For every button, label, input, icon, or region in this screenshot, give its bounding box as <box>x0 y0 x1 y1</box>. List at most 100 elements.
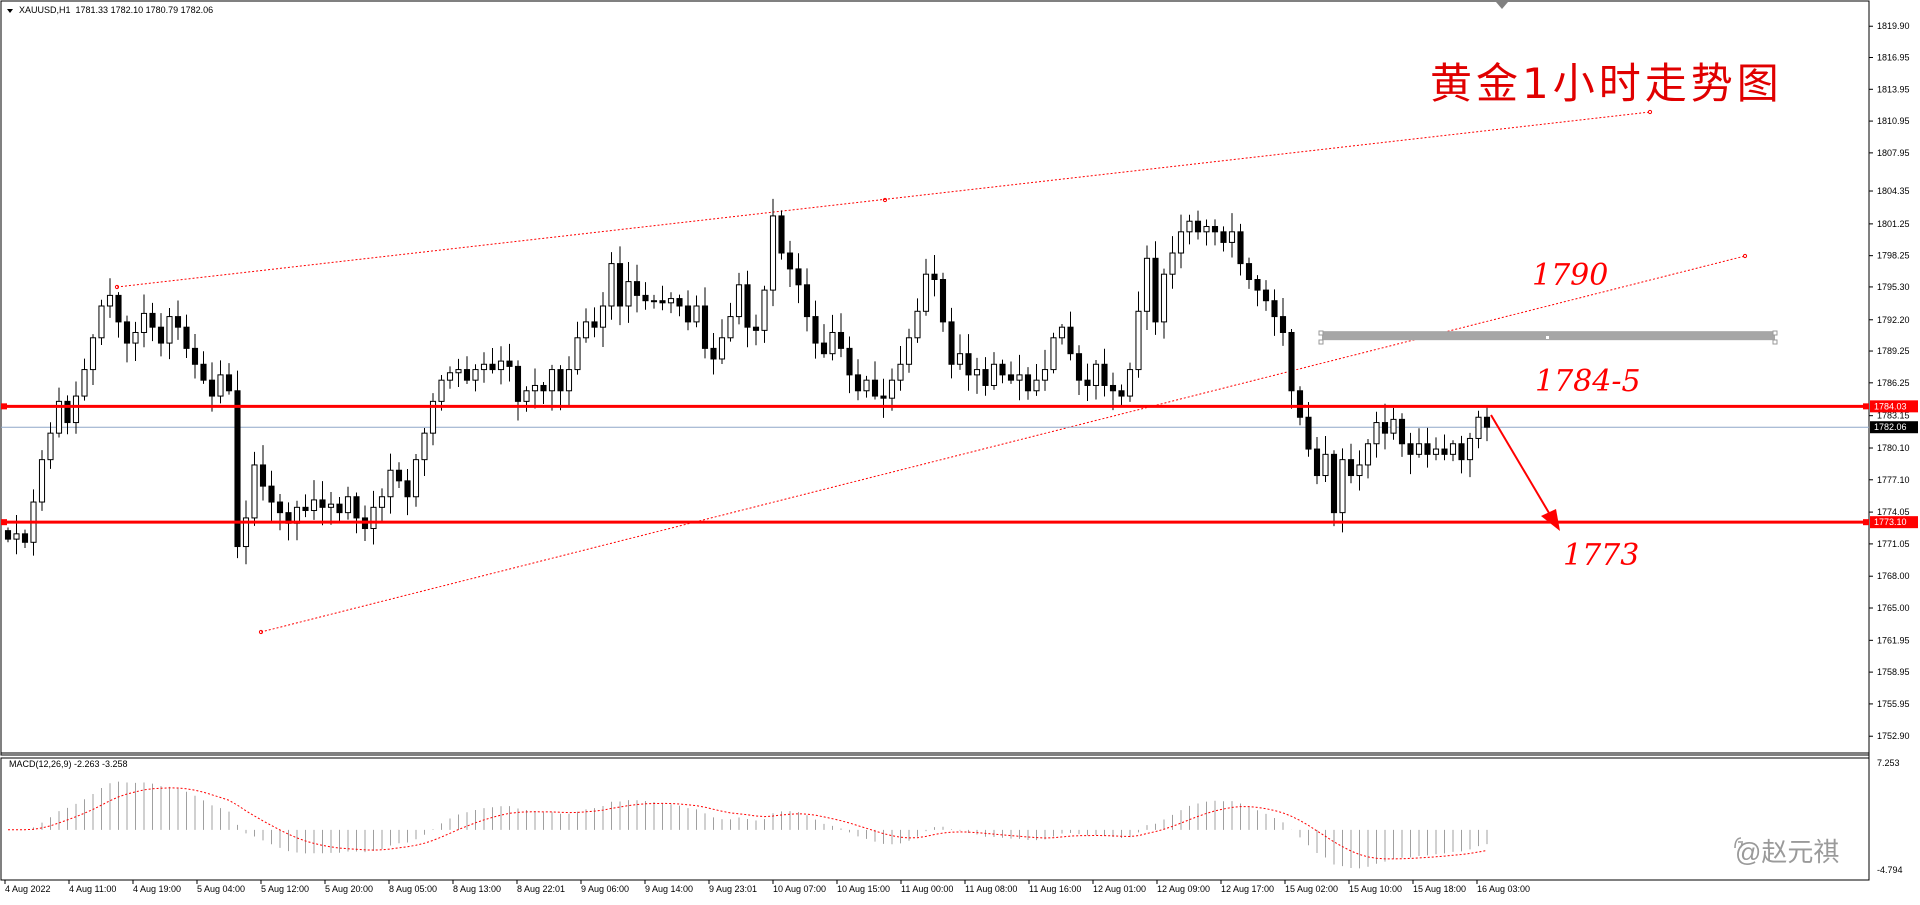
candle <box>540 382 547 404</box>
candle <box>633 264 641 313</box>
candle-body-bull <box>769 215 777 291</box>
candle-body-bull <box>667 298 675 304</box>
candle-body-bull <box>412 459 420 498</box>
candle <box>319 481 326 526</box>
time-tick-label: 15 Aug 18:00 <box>1413 884 1466 894</box>
level-support-handle-left[interactable] <box>1 519 7 526</box>
candle-body-bear <box>710 347 717 360</box>
candle <box>327 491 335 525</box>
candle <box>336 497 343 522</box>
candle <box>1432 437 1440 461</box>
candle-body-bull <box>47 432 54 461</box>
channel-upper-line[interactable] <box>116 111 1651 288</box>
candle <box>778 210 785 260</box>
channel-lower-anchor-end[interactable] <box>1742 253 1748 259</box>
candle <box>701 287 709 359</box>
candle <box>1237 223 1244 276</box>
candle <box>574 321 581 375</box>
candle-body-bull <box>1092 363 1100 386</box>
candle-body-bear <box>1024 374 1032 392</box>
candle <box>412 454 420 507</box>
candle-body-bear <box>353 496 360 519</box>
candle-body-bear <box>1313 448 1321 477</box>
candle-body-bear <box>395 469 403 482</box>
time-tick-label: 10 Aug 07:00 <box>773 884 826 894</box>
candle <box>1007 361 1015 384</box>
candle <box>982 357 989 396</box>
price-axis: 1819.90 1816.95 1813.95 1810.95 1807.95 1804.… <box>1869 21 1910 741</box>
price-tick-label: 1755.95 <box>1877 699 1910 709</box>
symbol-menu-icon[interactable] <box>7 9 13 13</box>
candle <box>616 246 624 326</box>
zone-handle-bl[interactable] <box>1318 339 1324 345</box>
candle <box>803 268 811 332</box>
time-tick-label: 9 Aug 23:01 <box>709 884 757 894</box>
arrow-head <box>1541 509 1560 531</box>
channel-upper-anchor-start[interactable] <box>114 284 120 290</box>
resistance-zone[interactable] <box>1318 330 1778 345</box>
candle-body-bear <box>115 294 122 323</box>
candle <box>880 378 887 418</box>
candle <box>676 294 683 317</box>
candle <box>625 261 632 323</box>
candle-body-bear <box>1152 257 1159 323</box>
candle-body-bull <box>370 506 377 530</box>
zone-handle-tr[interactable] <box>1772 330 1778 336</box>
candle <box>1449 440 1457 462</box>
channel-lower-anchor-start[interactable] <box>258 629 264 635</box>
grey-zone-rectangle[interactable] <box>1322 331 1775 341</box>
time-tick-label: 5 Aug 04:00 <box>197 884 245 894</box>
candle <box>1322 436 1329 482</box>
candle-body-bull <box>1415 443 1423 455</box>
candle-body-bear <box>744 284 751 328</box>
candle <box>421 428 428 477</box>
candle <box>276 494 284 531</box>
candle-body-bear <box>123 321 131 344</box>
candle <box>514 360 522 421</box>
candle <box>1262 280 1270 311</box>
candle-body-bear <box>336 503 343 514</box>
candle-body-bear <box>778 215 785 254</box>
candle <box>174 300 182 340</box>
candle-body-bull <box>344 496 352 514</box>
candle <box>166 307 173 360</box>
candle-body-bull <box>1186 220 1193 233</box>
zone-handle-tl[interactable] <box>1318 330 1324 336</box>
candle <box>1067 311 1074 361</box>
candle-body-bull <box>1364 443 1372 466</box>
candle <box>1364 439 1372 479</box>
channel-upper-anchor-mid[interactable] <box>882 197 888 203</box>
candle-body-bull <box>922 273 930 312</box>
candle <box>956 334 964 370</box>
candle <box>973 357 981 394</box>
level-resistance-handle-right[interactable] <box>1863 403 1869 410</box>
channel-lower-line[interactable] <box>260 255 1746 633</box>
channel-upper-anchor-end[interactable] <box>1647 109 1653 115</box>
candle-body-bull <box>1033 379 1040 392</box>
candle-body-bear <box>149 312 156 328</box>
candle <box>948 307 955 379</box>
zone-handle-center[interactable] <box>1546 336 1549 339</box>
candle <box>472 364 479 392</box>
candle-body-bear <box>1245 263 1253 281</box>
candle <box>259 445 267 501</box>
candle-body-bear <box>1398 418 1406 445</box>
level-resistance-price-tag <box>1870 400 1918 413</box>
scroll-marker-icon[interactable] <box>1496 2 1508 9</box>
candle <box>1305 402 1312 457</box>
candle-body-bear <box>633 281 641 296</box>
time-tick-label: 15 Aug 02:00 <box>1285 884 1338 894</box>
candle <box>438 375 445 411</box>
zone-handle-br[interactable] <box>1772 339 1778 345</box>
candle-body-bull <box>761 289 768 331</box>
level-support-handle-right[interactable] <box>1863 519 1869 526</box>
candle-body-bull <box>1228 231 1236 243</box>
macd-indicator <box>7 781 1488 869</box>
candle <box>115 292 122 338</box>
candle-body-bear <box>1407 443 1414 455</box>
candle <box>1424 427 1431 468</box>
macd-pane-frame <box>0 757 1870 881</box>
price-tick-label: 1789.25 <box>1877 346 1910 356</box>
time-tick-label: 8 Aug 22:01 <box>517 884 565 894</box>
level-resistance-handle-left[interactable] <box>1 403 7 410</box>
